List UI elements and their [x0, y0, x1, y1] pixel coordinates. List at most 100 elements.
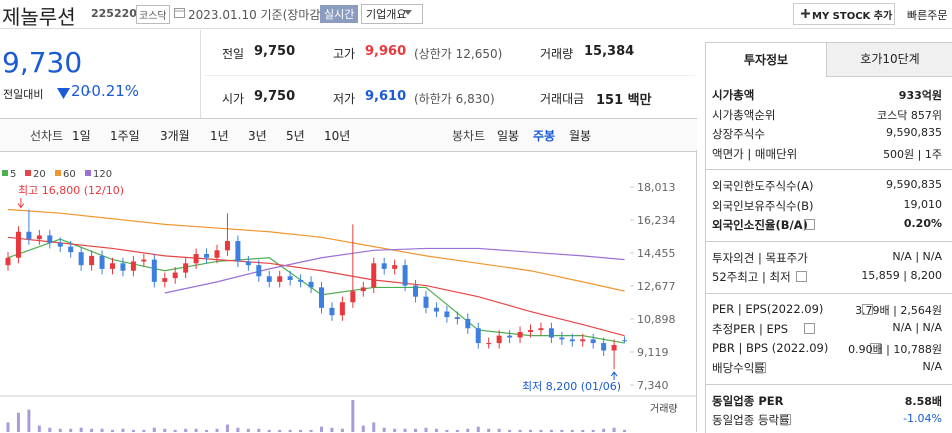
low-arrow — [610, 371, 618, 380]
candle-body — [15, 231, 21, 258]
period-tab[interactable]: 5년 — [286, 129, 305, 143]
legend-label: 120 — [93, 169, 112, 180]
candle-body — [287, 276, 293, 280]
candle-body — [590, 339, 596, 344]
volume-bar — [393, 428, 397, 432]
candle-body — [538, 328, 544, 331]
volume-bar — [340, 428, 344, 432]
candle-body — [413, 285, 419, 297]
chart: 18,013 16,234 14,455 12,677 10,898 9,119 7,340… — [0, 169, 697, 432]
change-value: 20 — [71, 82, 91, 100]
candle-body — [141, 259, 147, 262]
info-label: 52주최고 | 최저 — [712, 270, 791, 284]
candle-tab[interactable]: 주봉 — [533, 129, 556, 143]
info-value: 933억원 — [898, 89, 942, 102]
info-value: 0.20% — [903, 217, 942, 230]
down-arrow — [57, 88, 70, 99]
info-label: 액면가 | 매매단위 — [712, 146, 798, 161]
calendar-icon — [174, 8, 185, 18]
info-value: 코스닥 857위 — [877, 108, 942, 122]
volume-bar — [612, 427, 616, 432]
volume-bar — [131, 429, 135, 432]
volume-bar — [497, 428, 501, 432]
volume-bar — [215, 428, 219, 432]
volume-bar — [549, 429, 553, 432]
candle-body — [496, 335, 502, 344]
info-value: N/A | N/A — [892, 249, 942, 263]
info-value: N/A | N/A — [892, 321, 942, 334]
volume-bar — [37, 425, 41, 432]
quick-order[interactable]: 빠른주문 — [907, 9, 948, 22]
volume-bar — [163, 428, 167, 432]
info-value: 15,859 | 8,200 — [861, 269, 942, 282]
candle-body — [36, 235, 42, 240]
candle-body — [89, 255, 95, 266]
volume-bar — [69, 428, 73, 432]
realtime-button[interactable]: 실시간 — [320, 5, 359, 23]
volume-label: 거래량 — [650, 403, 678, 415]
volume-bar — [570, 429, 574, 432]
volume-bar — [184, 428, 188, 432]
group-divider — [706, 383, 952, 385]
stock-name: 제놀루션 — [2, 5, 76, 29]
help-icon — [779, 414, 791, 425]
info-label: 시가총액순위 — [712, 107, 776, 122]
quote-label: 거래대금 — [540, 92, 585, 106]
volume-bar — [434, 428, 438, 432]
volume-bar — [330, 427, 334, 432]
candle-body — [392, 265, 398, 269]
candle-body — [277, 276, 283, 282]
volume-bar — [518, 429, 522, 432]
info-label: PER | EPS(2022.09) — [712, 301, 824, 316]
period-tab[interactable]: 1주일 — [110, 129, 140, 143]
group-divider — [706, 240, 952, 242]
period-tab[interactable]: 3년 — [248, 129, 267, 143]
orderbook-tab[interactable]: 호가10단계 — [826, 43, 952, 77]
volume-bar — [225, 424, 229, 432]
legend-swatch — [85, 170, 91, 176]
candle-body — [245, 261, 251, 266]
volume-bar — [529, 429, 532, 432]
volume-bar — [591, 429, 595, 432]
candle-tab[interactable]: 월봉 — [569, 129, 592, 143]
legend-swatch — [55, 170, 61, 176]
volume-bar — [424, 427, 428, 432]
volume-bar — [16, 412, 20, 432]
group-divider — [706, 292, 952, 294]
quote-label: 거래량 — [540, 47, 574, 61]
volume-bar — [320, 426, 323, 432]
candle-body — [580, 339, 586, 342]
info-value: -1.04% — [903, 412, 942, 425]
info-value: 9,590,835 — [886, 126, 942, 139]
volume-bar — [27, 409, 31, 432]
help-icon — [861, 303, 873, 315]
high-arrow — [17, 198, 25, 209]
legend-swatch — [25, 170, 31, 176]
candle-body — [339, 302, 345, 316]
period-tab[interactable]: 1년 — [210, 129, 229, 143]
volume-bar — [361, 425, 365, 432]
volume-bar — [581, 429, 585, 432]
period-tab[interactable]: 1일 — [72, 129, 91, 143]
y-tick-label: 12,677 — [637, 280, 676, 293]
period-tab[interactable]: 10년 — [324, 129, 351, 143]
candle-tab[interactable]: 일봉 — [497, 129, 520, 143]
info-label: 외국인한도주식수(A) — [712, 179, 814, 193]
volume-bar — [403, 428, 407, 432]
overview-dropdown[interactable]: 기업개요 — [361, 4, 424, 24]
quote-value: 9,750 — [254, 89, 296, 104]
info-value: 9,590,835 — [886, 178, 942, 191]
info-value: 8.58배 — [904, 394, 942, 408]
y-tick-label: 7,340 — [637, 379, 669, 392]
candle-body — [465, 318, 471, 329]
top-bar: 제놀루션 225220 코스닥 2023.01.10 기준(장마감) 실시간 기… — [0, 0, 952, 29]
info-value: 500원 | 1주 — [883, 147, 942, 161]
volume-bar — [539, 429, 543, 432]
period-tab[interactable]: 3개월 — [160, 129, 190, 143]
info-tab[interactable]: 투자정보 — [743, 53, 789, 67]
candle-body — [329, 307, 335, 316]
volume-bar — [382, 427, 386, 432]
info-label: 투자의견 | 목표주가 — [712, 250, 808, 265]
mystock-button[interactable] — [793, 3, 895, 25]
base-date: 2023.01.10 기준(장마감) — [188, 8, 326, 22]
